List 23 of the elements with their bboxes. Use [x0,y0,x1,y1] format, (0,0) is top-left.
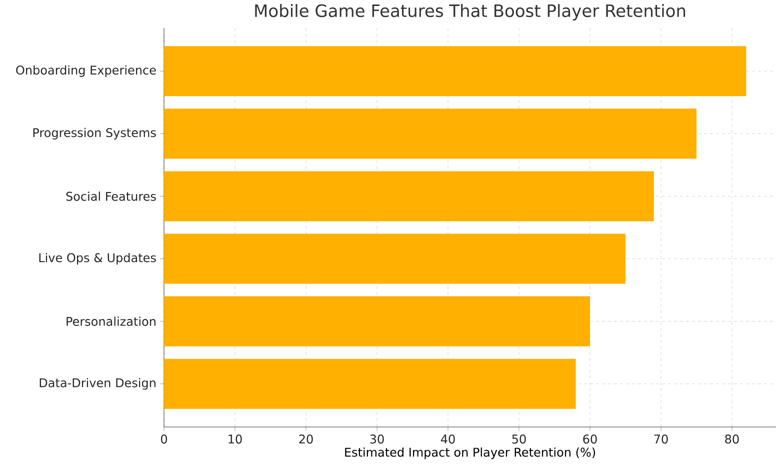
x-tick-label: 30 [370,434,384,444]
x-tick-label: 10 [228,434,242,444]
bar [164,358,576,409]
bar [164,296,590,346]
y-tick-label: Data-Driven Design [40,378,156,390]
y-tick-label: Onboarding Experience [16,65,156,77]
bar [164,171,654,222]
x-tick-label: 60 [583,434,597,444]
y-tick-label: Personalization [66,316,156,326]
x-tick-label: 70 [654,434,668,444]
x-tick-label: 80 [725,434,739,444]
bar [164,108,696,159]
y-tick-label: Live Ops & Updates [39,252,156,265]
y-tick-label: Progression Systems [33,128,156,140]
x-axis-title: Estimated Impact on Player Retention (%) [345,447,596,460]
x-tick-label: 50 [512,434,526,444]
x-tick-label: 20 [299,434,313,444]
y-tick-label: Social Features [66,192,156,201]
chart-title: Mobile Game Features That Boost Player Retention [255,4,686,20]
x-tick-label: 0 [160,434,168,444]
x-tick-label: 40 [440,434,455,444]
bar [164,46,746,96]
bar [164,234,626,284]
